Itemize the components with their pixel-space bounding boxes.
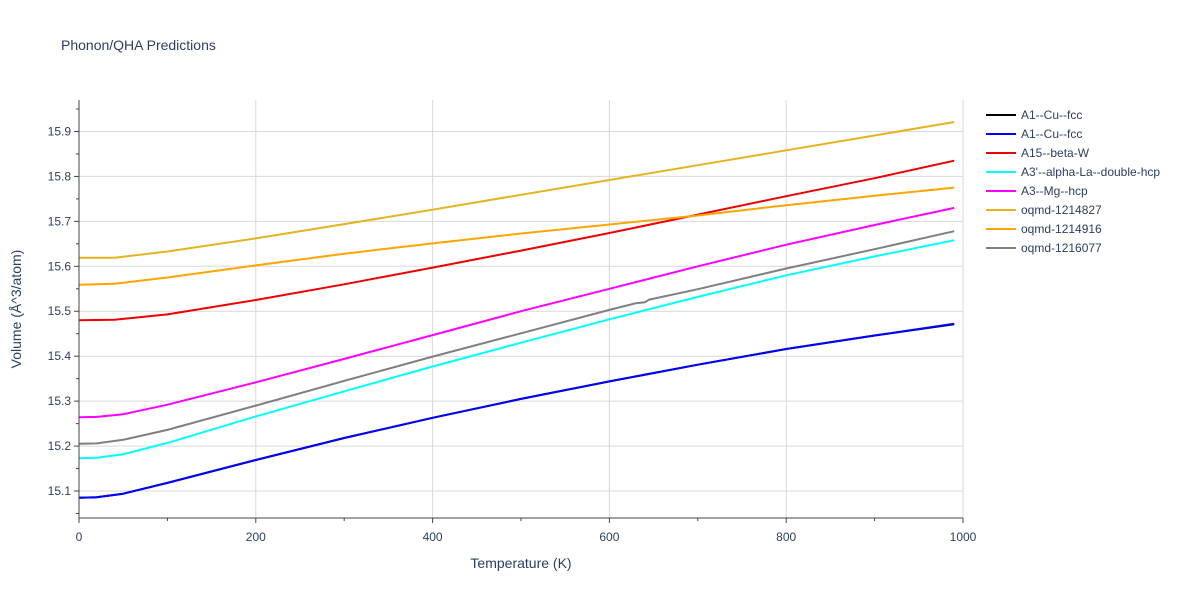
y-tick-label: 15.3: [48, 394, 72, 408]
x-tick-label: 600: [599, 530, 619, 544]
legend-item[interactable]: A1--Cu--fcc: [986, 108, 1082, 122]
y-tick-label: 15.6: [48, 259, 72, 273]
y-tick-label: 15.7: [48, 214, 72, 228]
legend-item[interactable]: oqmd-1214916: [986, 222, 1102, 236]
chart-title: Phonon/QHA Predictions: [61, 37, 216, 53]
legend[interactable]: A1--Cu--fcc A1--Cu--fcc A15--beta-W A3'--al…: [986, 108, 1160, 255]
y-tick-label: 15.2: [48, 439, 72, 453]
y-tick-labels: 15.1 15.2 15.3 15.4 15.5 15.6 15.7 15.8 15.9: [48, 124, 72, 498]
y-tick-label: 15.8: [48, 169, 72, 183]
y-tick-label: 15.4: [48, 349, 72, 363]
x-tick-label: 0: [76, 530, 83, 544]
x-tick-label: 400: [423, 530, 443, 544]
y-tick-label: 15.1: [48, 484, 72, 498]
series-line-5[interactable]: [78, 206, 955, 419]
grid: [79, 100, 964, 518]
axes: [74, 100, 964, 523]
legend-item[interactable]: A15--beta-W: [986, 146, 1090, 160]
x-tick-label: 200: [246, 530, 266, 544]
legend-item[interactable]: oqmd-1216077: [986, 241, 1102, 255]
legend-label: A15--beta-W: [1021, 146, 1090, 160]
legend-label: oqmd-1214827: [1021, 203, 1102, 217]
series-line-3[interactable]: [78, 159, 955, 322]
y-tick-label: 15.9: [48, 124, 72, 138]
legend-item[interactable]: A1--Cu--fcc: [986, 127, 1082, 141]
series-line-6[interactable]: [79, 121, 955, 259]
legend-item[interactable]: A3--Mg--hcp: [986, 184, 1088, 198]
x-tick-label: 1000: [950, 530, 977, 544]
series-line-2[interactable]: [78, 322, 955, 499]
series-line-4[interactable]: [78, 239, 955, 460]
legend-label: A1--Cu--fcc: [1021, 127, 1082, 141]
x-tick-labels: 0 200 400 600 800 1000: [76, 530, 977, 544]
legend-label: A3--Mg--hcp: [1021, 184, 1088, 198]
legend-label: A1--Cu--fcc: [1021, 108, 1082, 122]
plot-area[interactable]: [78, 121, 955, 499]
legend-label: oqmd-1216077: [1021, 241, 1102, 255]
legend-label: A3'--alpha-La--double-hcp: [1021, 165, 1160, 179]
series-line-7[interactable]: [78, 186, 955, 286]
y-axis-title: Volume (Å^3/atom): [8, 250, 24, 369]
legend-item[interactable]: oqmd-1214827: [986, 203, 1102, 217]
y-tick-label: 15.5: [48, 304, 72, 318]
legend-item[interactable]: A3'--alpha-La--double-hcp: [986, 165, 1160, 179]
legend-label: oqmd-1214916: [1021, 222, 1102, 236]
x-tick-label: 800: [776, 530, 796, 544]
series-line-8[interactable]: [78, 230, 955, 445]
x-axis-title: Temperature (K): [470, 555, 571, 571]
